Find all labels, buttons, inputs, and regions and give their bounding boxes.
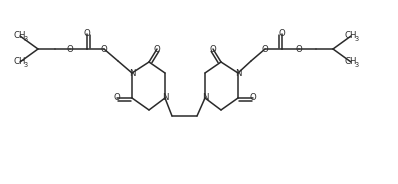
Text: O: O (261, 45, 268, 54)
Text: O: O (84, 29, 90, 38)
Text: O: O (113, 93, 120, 102)
Text: N: N (235, 68, 241, 77)
Text: O: O (279, 29, 285, 38)
Text: N: N (129, 68, 135, 77)
Text: CH: CH (14, 57, 26, 66)
Text: N: N (202, 93, 208, 102)
Text: O: O (296, 45, 302, 54)
Text: 3: 3 (24, 36, 28, 42)
Text: CH: CH (14, 31, 26, 40)
Text: O: O (66, 45, 73, 54)
Text: O: O (210, 45, 217, 54)
Text: 3: 3 (355, 36, 359, 42)
Text: N: N (162, 93, 168, 102)
Text: O: O (101, 45, 107, 54)
Text: O: O (250, 93, 256, 102)
Text: 3: 3 (355, 62, 359, 68)
Text: O: O (154, 45, 160, 54)
Text: CH: CH (345, 57, 357, 66)
Text: 3: 3 (24, 62, 28, 68)
Text: CH: CH (345, 31, 357, 40)
